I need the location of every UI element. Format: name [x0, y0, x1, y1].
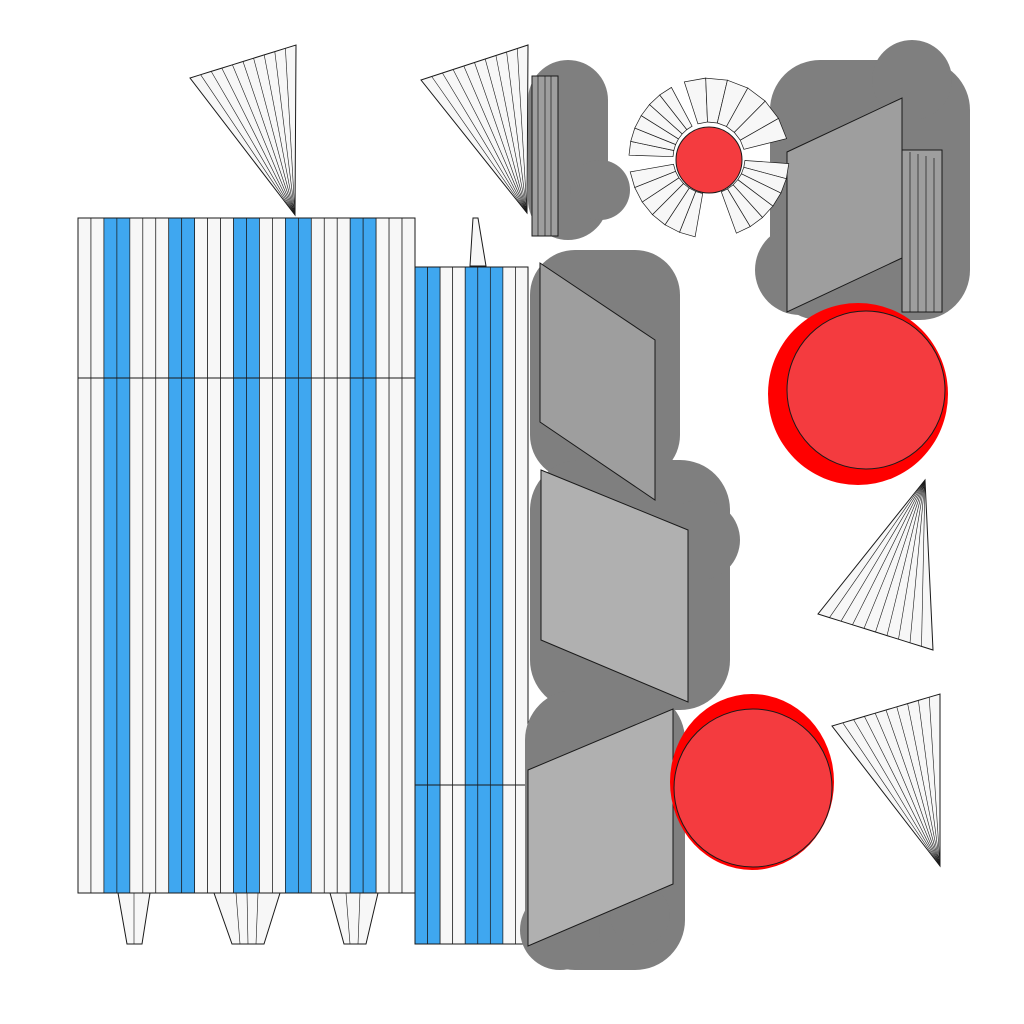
panel-stripe	[142, 217, 157, 894]
panel-stripe	[246, 217, 260, 894]
panel-stripe	[272, 217, 286, 894]
panel-stripe	[375, 217, 390, 894]
panel-stripe	[336, 217, 351, 894]
panel-stripe	[489, 266, 504, 945]
gray-parallelogram-stack	[527, 97, 903, 947]
panel-stripe	[464, 266, 479, 945]
fan-right-middle	[817, 478, 934, 651]
striped-panel-left	[77, 217, 416, 894]
panel-stripe	[452, 266, 466, 945]
panel-stripe	[259, 217, 273, 894]
panel-stripe	[129, 217, 144, 894]
panel-stripe	[103, 217, 118, 894]
slab-stack-top	[531, 75, 559, 237]
fan-top-middle	[420, 44, 529, 215]
panel-stripe	[168, 217, 183, 894]
radial-fan-top	[628, 77, 790, 238]
panel-stripe	[116, 217, 131, 894]
panel-stripe	[414, 266, 428, 945]
fan-right-bottom	[831, 693, 941, 868]
panel-stripe	[297, 217, 312, 894]
panel-stripe	[285, 217, 299, 894]
panel-stripe	[207, 217, 221, 894]
parallelogram-2	[540, 469, 689, 703]
panel-stripe	[401, 217, 416, 894]
panel-stripe	[388, 217, 403, 894]
parallelogram-1	[539, 262, 656, 501]
panel-pegs	[117, 217, 487, 945]
panel-stripe	[90, 217, 105, 894]
fan-top-left	[189, 44, 297, 217]
striped-panel-right	[414, 266, 529, 945]
panel-stripe	[362, 217, 377, 894]
peg-top	[469, 217, 487, 267]
panel-stripe	[181, 217, 196, 894]
parallelogram-3	[527, 708, 674, 947]
red-circle-small	[675, 126, 743, 194]
panel-stripe	[323, 217, 338, 894]
panel-stripe	[220, 217, 234, 894]
panel-stripe	[310, 217, 325, 894]
panel-stripe	[477, 266, 491, 945]
parallelogram-top-right	[786, 97, 903, 313]
panel-stripe	[427, 266, 441, 945]
panel-stripe	[439, 266, 454, 945]
peg-3	[329, 892, 379, 945]
red-circle-bottom	[670, 694, 834, 870]
red-circle-large	[768, 303, 948, 485]
panel-stripe	[349, 217, 364, 894]
slab-stack-right	[901, 149, 943, 313]
panel-stripe	[155, 217, 170, 894]
panel-stripe	[233, 217, 247, 894]
panel-stripe	[194, 217, 208, 894]
panel-stripe	[77, 217, 92, 894]
panel-stripe	[502, 266, 516, 945]
